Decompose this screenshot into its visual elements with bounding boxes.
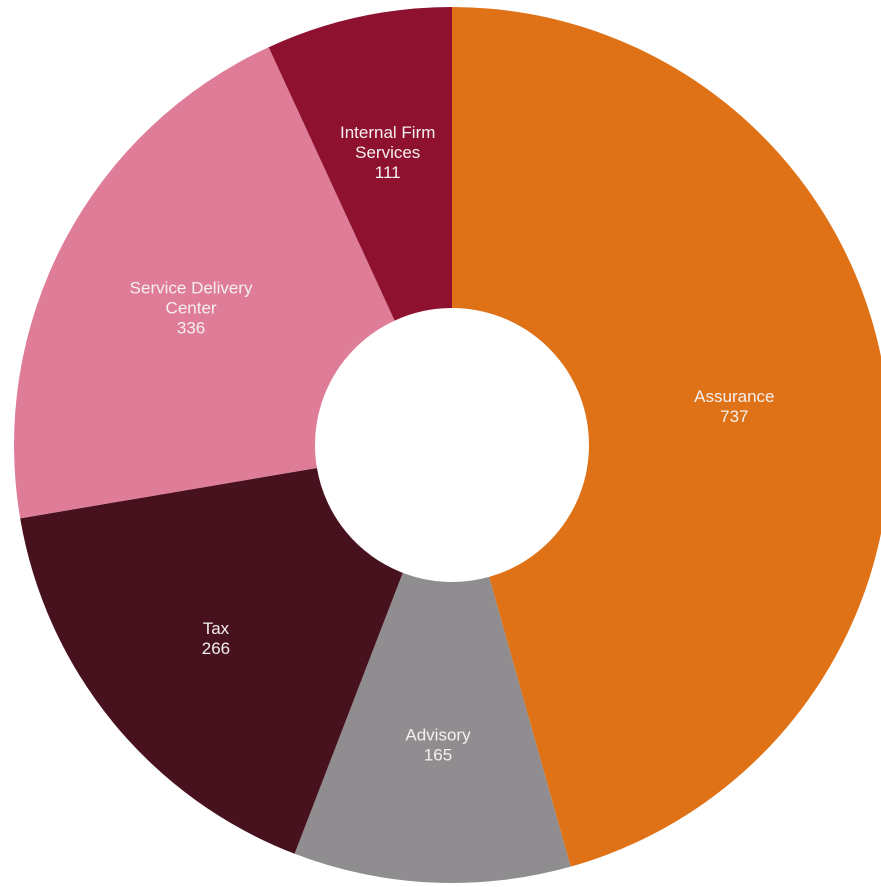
slice-advisory	[294, 572, 571, 883]
chart-slices	[13, 7, 881, 883]
slice-value-service-delivery-center: 336	[177, 318, 205, 337]
slice-service-delivery-center	[13, 47, 395, 519]
slice-assurance	[452, 7, 881, 867]
slice-tax	[20, 467, 403, 854]
slice-value-internal-firm-services: 111	[375, 163, 401, 182]
slice-internal-firm-services	[268, 7, 452, 321]
slice-label-advisory: Advisory	[405, 726, 471, 745]
slice-value-advisory: 165	[424, 746, 452, 765]
slice-value-tax: 266	[202, 639, 230, 658]
slice-label-assurance: Assurance	[694, 387, 774, 406]
slice-label-internal-firm-services: Internal Firm Services	[340, 123, 435, 162]
slice-label-service-delivery-center: Service Delivery Center	[130, 278, 253, 317]
slice-label-tax: Tax	[203, 619, 230, 638]
slice-value-assurance: 737	[720, 407, 748, 426]
